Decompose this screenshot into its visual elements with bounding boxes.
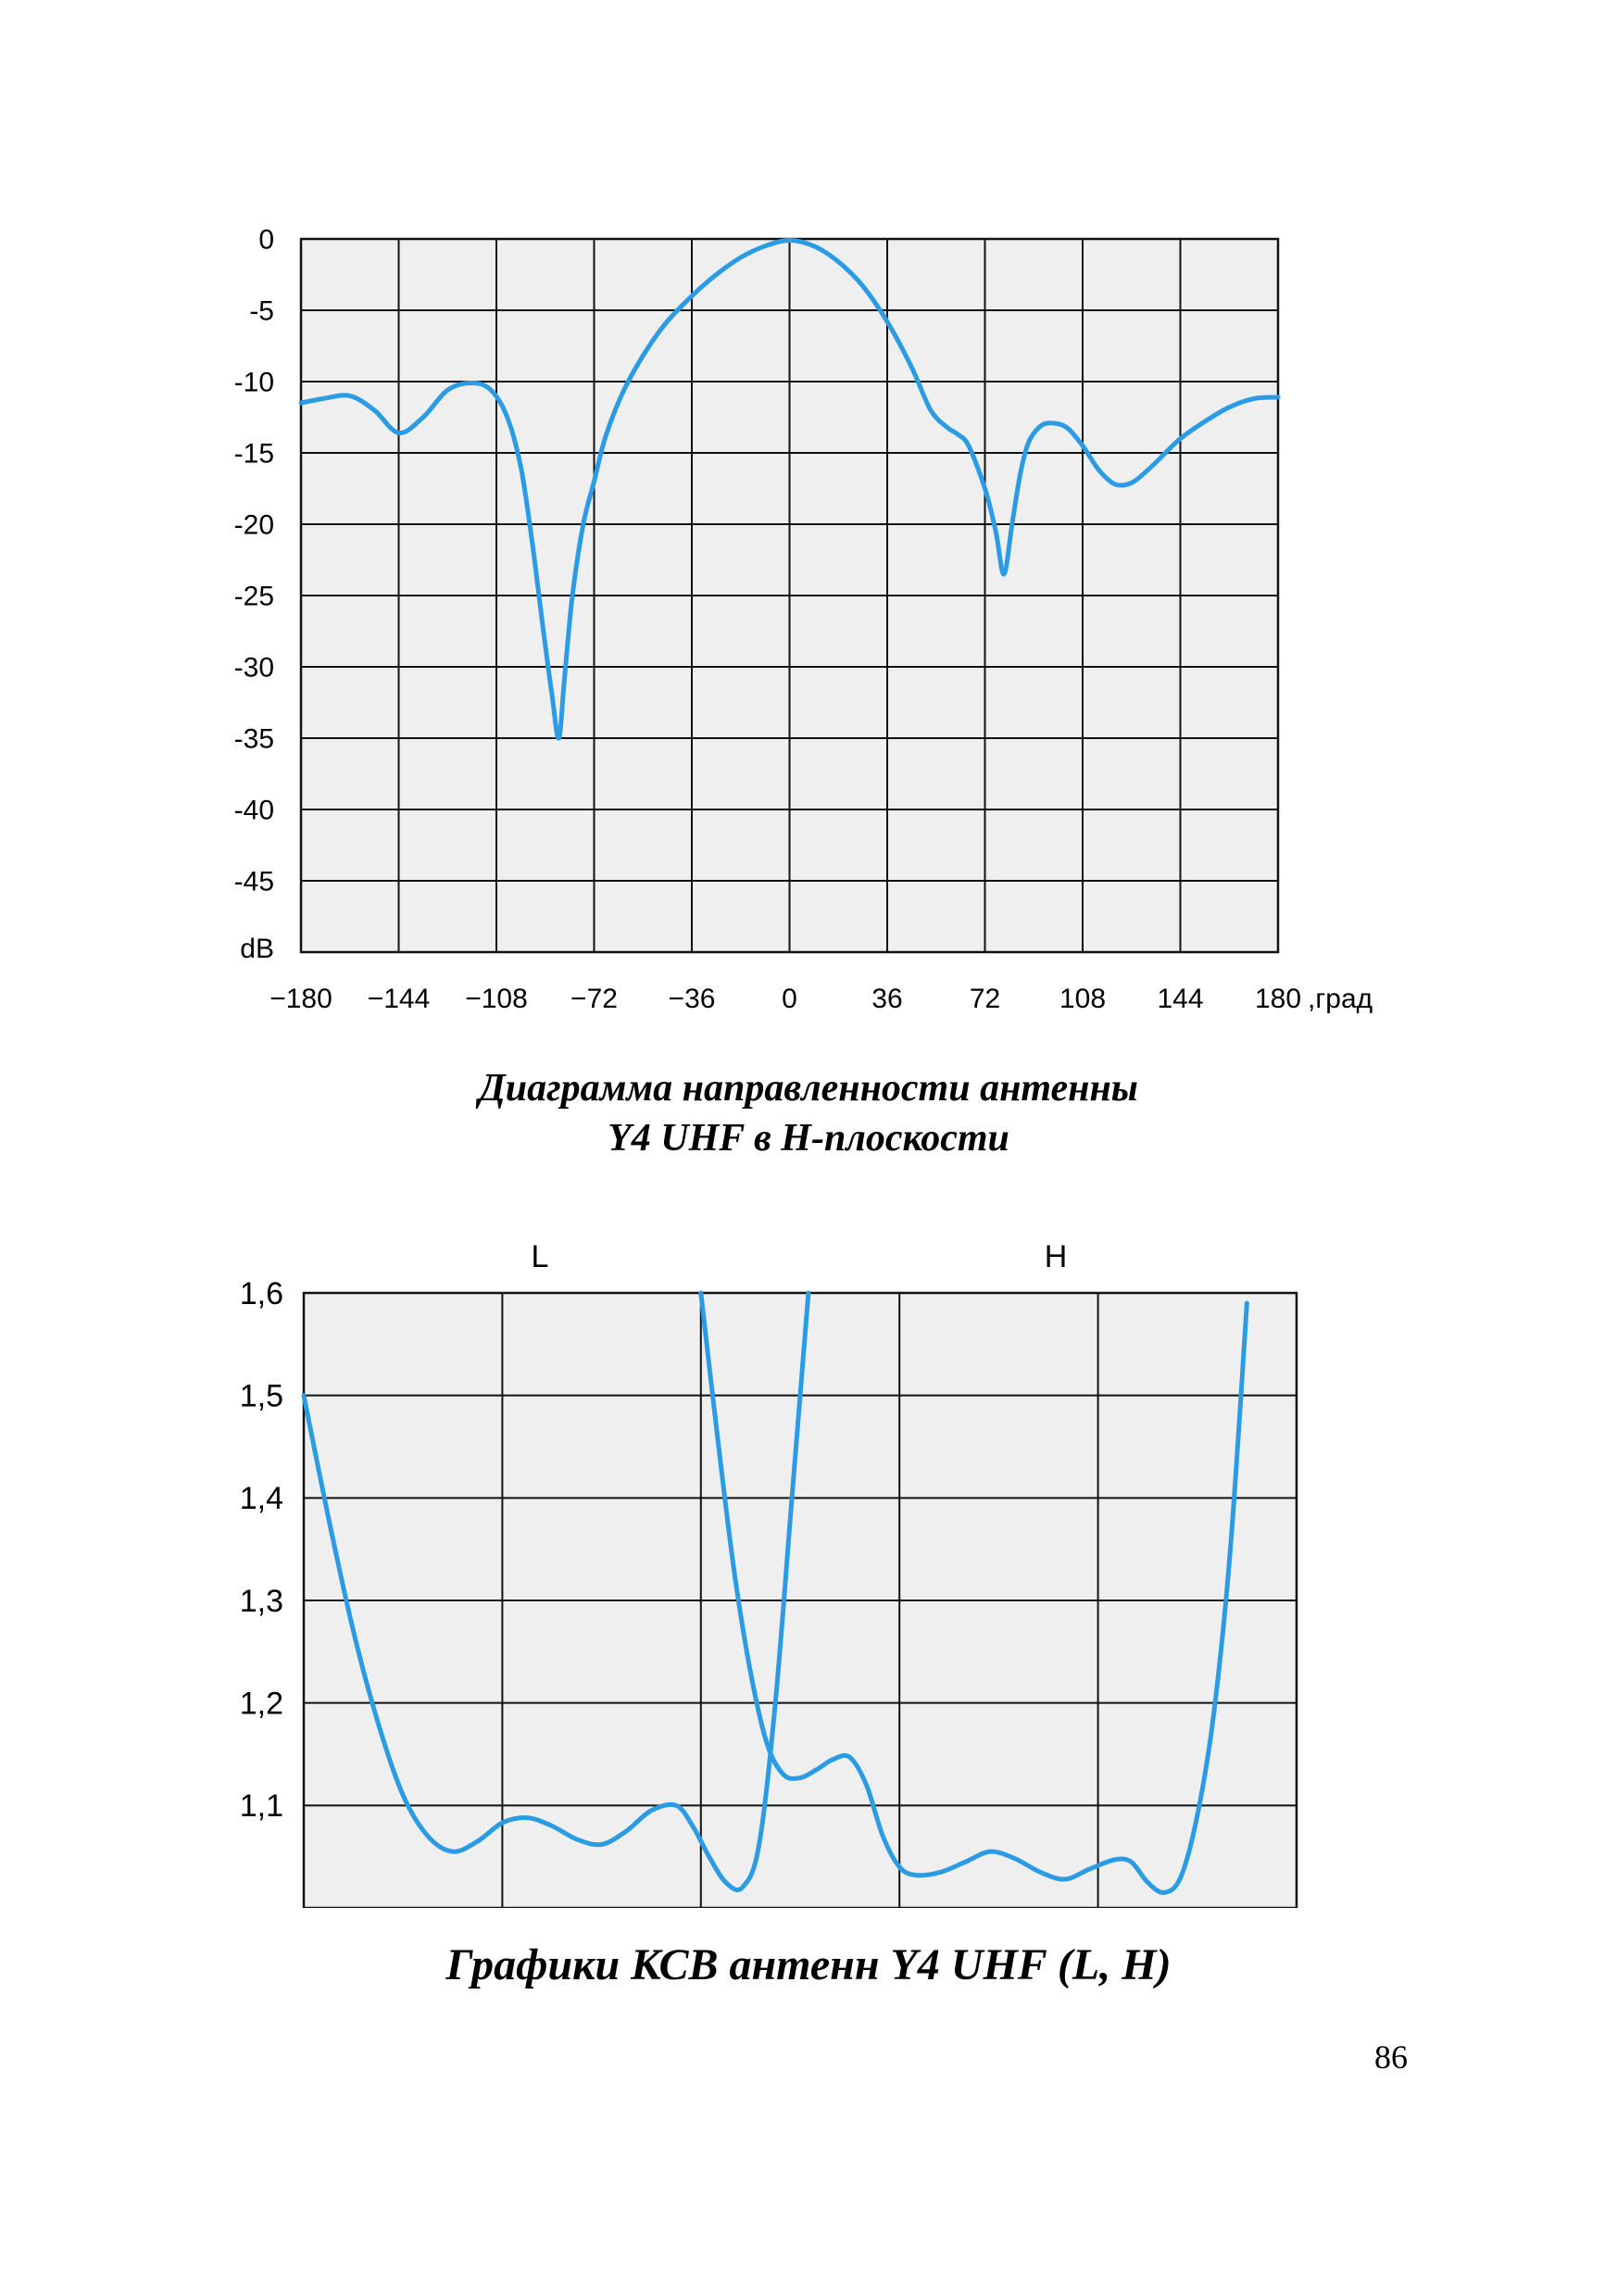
y-tick-label: -10 — [234, 368, 274, 398]
x-tick-label: 36 — [871, 984, 902, 1014]
y-tick-label: -30 — [234, 653, 274, 684]
y-axis-label: dB — [240, 934, 274, 964]
plot-frame — [302, 1291, 1298, 1908]
y-tick-label: -15 — [234, 439, 274, 470]
x-tick-label: 72 — [970, 984, 1000, 1014]
x-tick-label: −36 — [669, 984, 716, 1014]
x-tick-label: −108 — [465, 984, 528, 1014]
y-tick-label: -5 — [249, 296, 274, 327]
series-label-h: H — [1045, 1239, 1068, 1274]
page-number: 86 — [1374, 2039, 1408, 2076]
y-tick-label: -35 — [234, 724, 274, 755]
y-tick-label: 1,2 — [240, 1687, 283, 1722]
radiation-pattern-caption: Диаграмма направленности антенны Y4 UHF … — [0, 1063, 1617, 1163]
x-tick-label: −72 — [570, 984, 618, 1014]
caption-line-2: Y4 UHF в H-плоскости — [608, 1117, 1009, 1160]
x-unit-label: ,град — [1308, 984, 1373, 1014]
radiation-pattern-chart: 0 -5 -10 -15 -20 -25 -30 -35 -40 -45 −180 −144 −108 −… — [234, 225, 1373, 1015]
y-tick-label: 1,6 — [240, 1276, 283, 1311]
series-line — [298, 238, 1281, 741]
x-tick-label: −180 — [270, 984, 332, 1014]
x-tick-label: 0 — [782, 984, 797, 1014]
y-tick-label: 1,5 — [240, 1379, 283, 1414]
y-tick-label: 1,1 — [240, 1788, 283, 1824]
series-line — [698, 1290, 1249, 1895]
x-tick-label: 108 — [1059, 984, 1106, 1014]
y-tick-label: -20 — [234, 510, 274, 541]
y-tick-label: 0 — [258, 225, 274, 256]
y-tick-label: -40 — [234, 796, 274, 826]
y-tick-label: -45 — [234, 867, 274, 897]
series-label-l: L — [532, 1239, 549, 1274]
y-tick-label: 1,4 — [240, 1481, 283, 1516]
x-tick-label: 144 — [1157, 984, 1203, 1014]
x-tick-label: 180 — [1255, 984, 1301, 1014]
series-line — [301, 1290, 811, 1893]
vswr-chart: 1,11,21,31,41,51,6380404428452476500МГцL… — [240, 1239, 1298, 1908]
caption-line-1: Диаграмма направленности антенны — [479, 1067, 1138, 1110]
y-tick-label: 1,3 — [240, 1584, 283, 1619]
x-tick-label: −144 — [368, 984, 431, 1014]
y-tick-label: -25 — [234, 582, 274, 612]
vswr-caption: Графики КСВ антенн Y4 UHF (L, H) — [445, 1940, 1172, 1989]
